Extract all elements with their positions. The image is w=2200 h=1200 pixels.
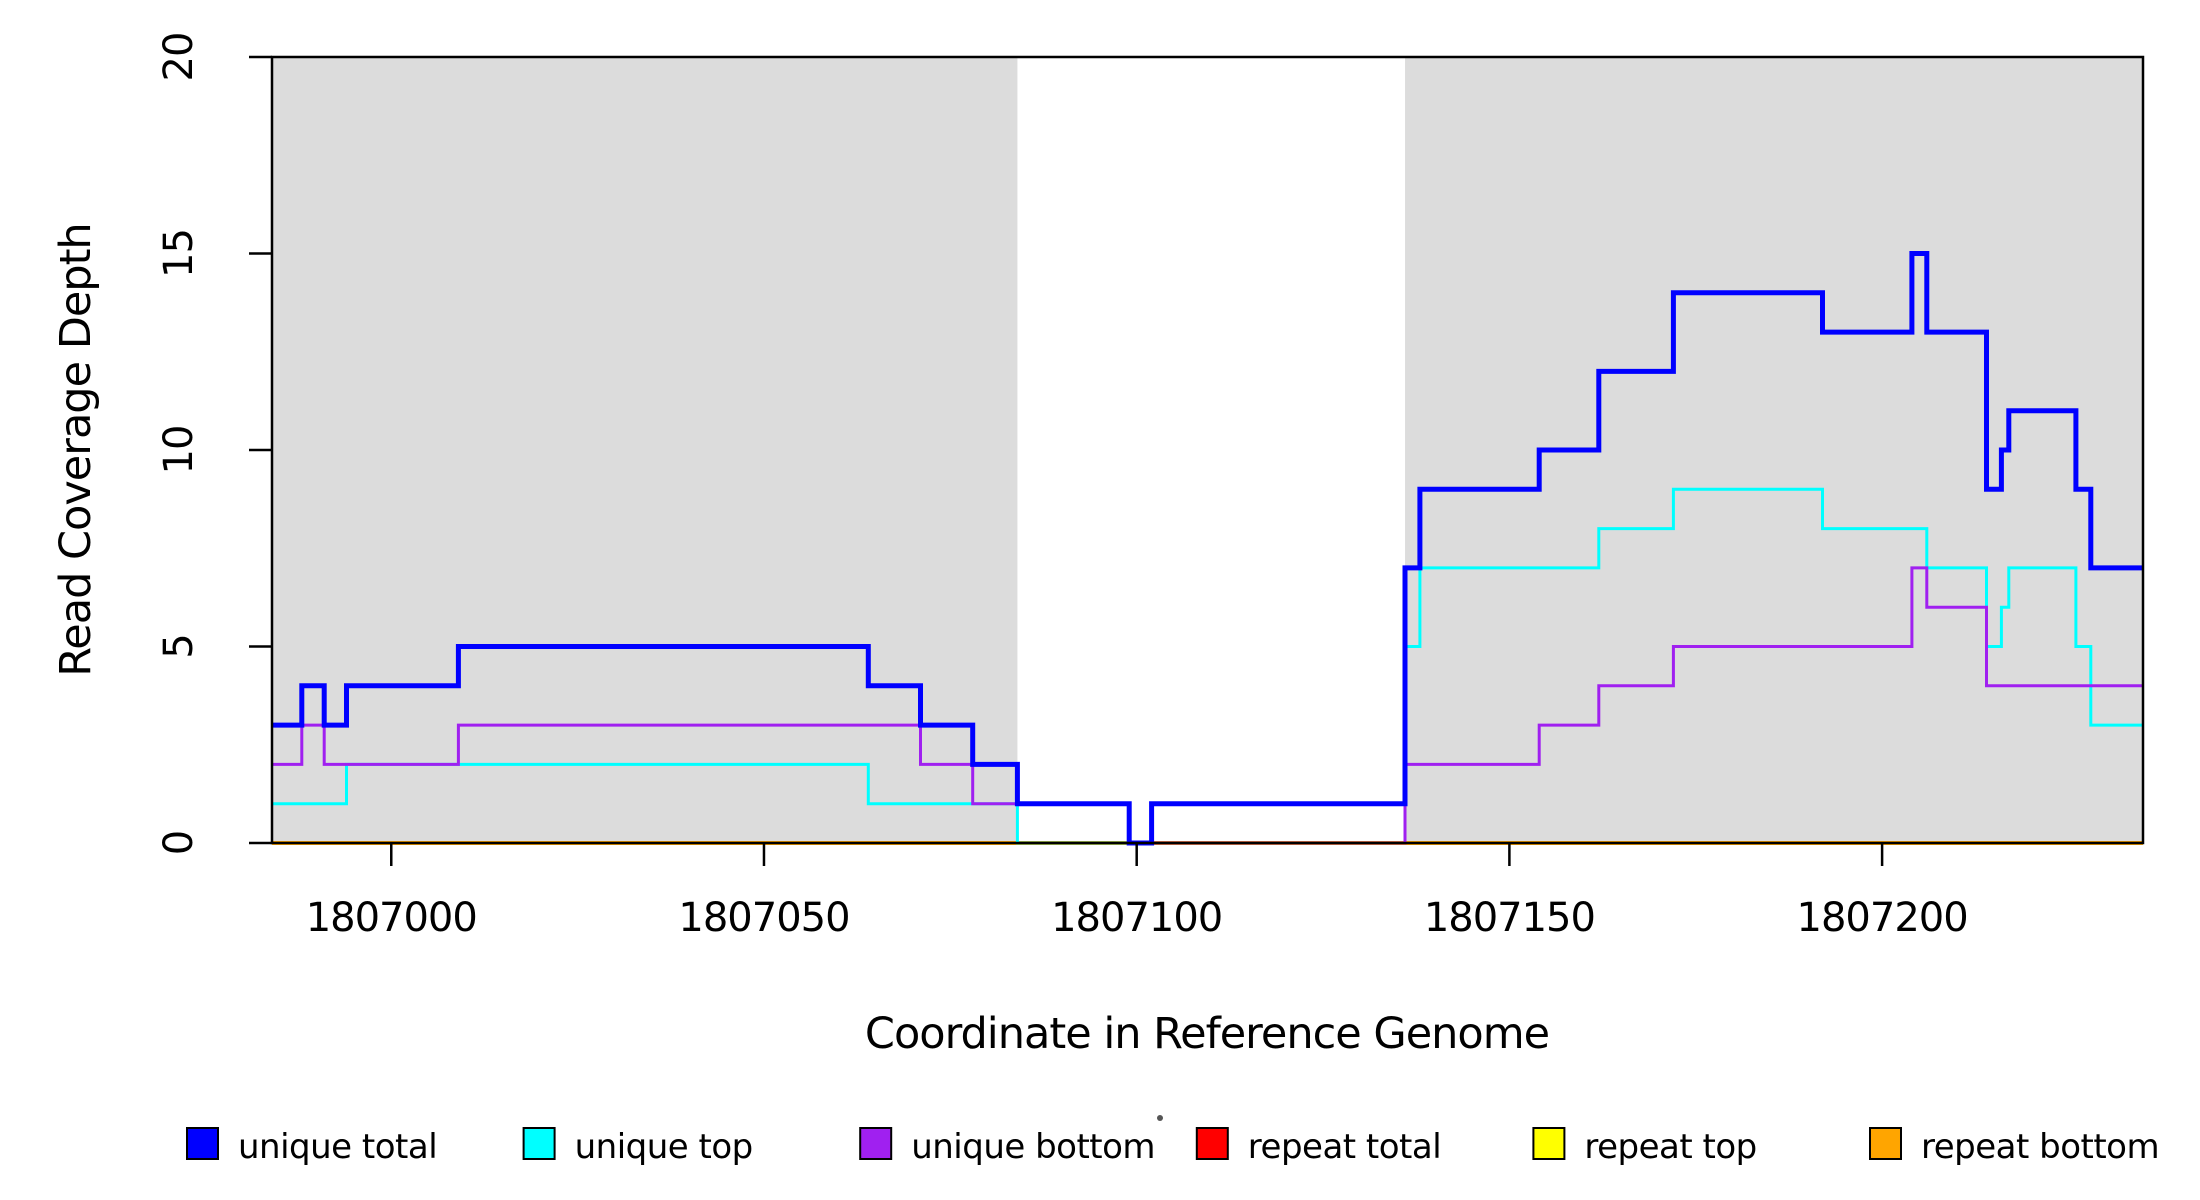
legend-swatch-unique-top [522,1127,556,1160]
legend-label-unique-total: unique total [238,1127,437,1167]
legend-label-unique-top: unique top [575,1127,753,1167]
x-tick-label: 1807150 [1424,895,1595,941]
legend-swatch-repeat-total [1195,1127,1229,1160]
y-tick-label: 15 [156,229,202,278]
y-tick-label: 10 [156,426,202,475]
chart-generated-content: 1807000 1807050 1807100 1807150 1807200 0 5 10 1… [156,33,2160,1167]
x-axis-title: Coordinate in Reference Genome [865,1009,1549,1059]
x-tick-label: 1807100 [1051,895,1222,941]
y-axis-title: Read Coverage Depth [51,223,101,676]
x-tick-label: 1807000 [306,895,477,941]
y-tick-label: 20 [156,33,202,82]
y-tick-label: 5 [156,634,202,658]
x-tick-label: 1807200 [1797,895,1968,941]
shaded-region [272,57,1018,843]
shaded-region [1405,57,2143,843]
stray-dot [1157,1115,1163,1121]
legend-swatch-unique-bottom [859,1127,893,1160]
legend-label-repeat-top: repeat top [1584,1127,1756,1167]
legend-swatch-repeat-bottom [1869,1127,1902,1160]
legend-label-unique-bottom: unique bottom [911,1127,1155,1167]
y-tick-label: 0 [156,831,202,855]
series-unique-top-line [272,487,2143,845]
legend-swatch-unique-total [186,1127,219,1160]
series-unique-total-line [272,251,2143,846]
legend-label-repeat-bottom: repeat bottom [1921,1127,2159,1167]
legend-swatch-repeat-top [1532,1127,1566,1160]
legend-label-repeat-total: repeat total [1248,1127,1441,1167]
x-tick-label: 1807050 [678,895,849,941]
